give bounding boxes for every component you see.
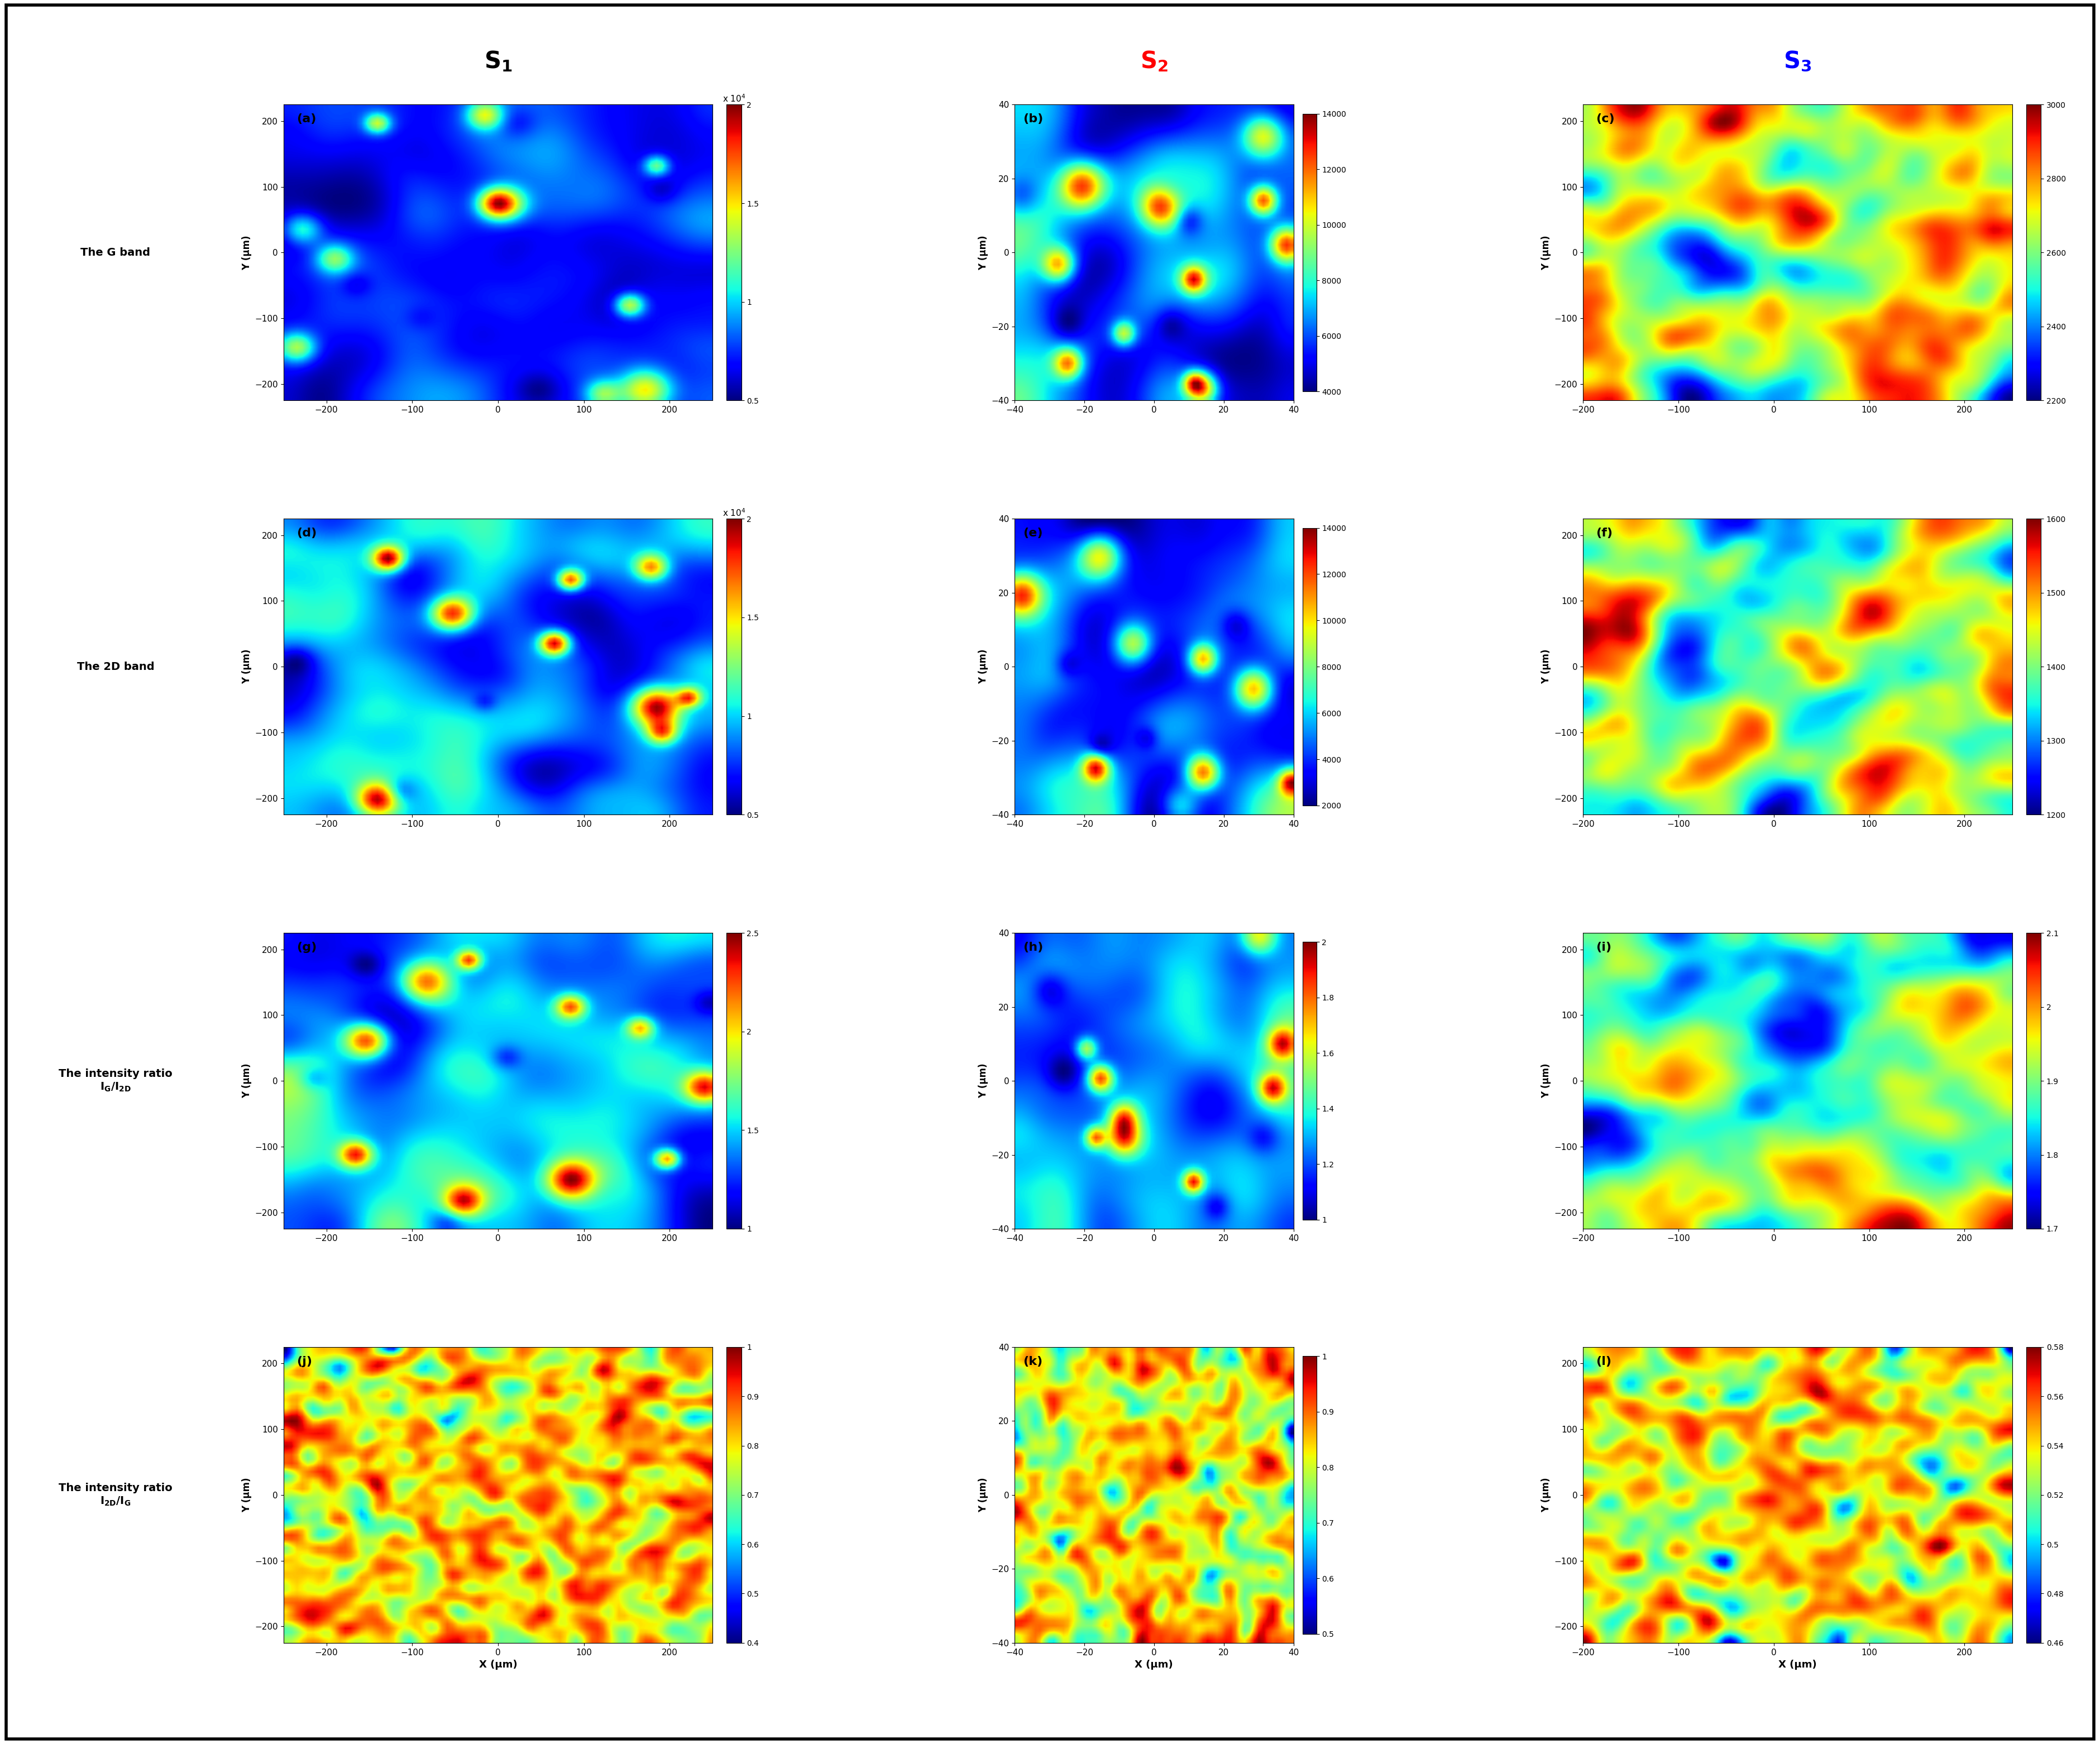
Y-axis label: Y (μm): Y (μm) [242,649,252,684]
Text: (b): (b) [1023,113,1044,124]
X-axis label: X (μm): X (μm) [1134,1660,1174,1669]
Text: (i): (i) [1596,942,1611,952]
Text: (c): (c) [1596,113,1615,124]
Text: (a): (a) [296,113,317,124]
Text: (j): (j) [296,1355,313,1367]
X-axis label: X (μm): X (μm) [479,1660,517,1669]
Text: (d): (d) [296,528,317,539]
Text: (e): (e) [1023,528,1044,539]
Y-axis label: Y (μm): Y (μm) [979,649,989,684]
Text: The G band: The G band [80,248,151,258]
Text: (l): (l) [1596,1355,1611,1367]
Text: The 2D band: The 2D band [78,661,153,671]
Y-axis label: Y (μm): Y (μm) [242,235,252,270]
Y-axis label: Y (μm): Y (μm) [1541,1064,1552,1099]
Text: $\mathbf{S_2}$: $\mathbf{S_2}$ [1140,49,1168,73]
Text: The intensity ratio
$\mathbf{I_G/I_{2D}}$: The intensity ratio $\mathbf{I_G/I_{2D}}… [59,1069,172,1093]
Y-axis label: Y (μm): Y (μm) [242,1064,252,1099]
Text: (g): (g) [296,942,317,952]
Text: (k): (k) [1023,1355,1042,1367]
Text: (f): (f) [1596,528,1613,539]
Y-axis label: Y (μm): Y (μm) [1541,235,1552,270]
Y-axis label: Y (μm): Y (μm) [1541,649,1552,684]
Y-axis label: Y (μm): Y (μm) [1541,1477,1552,1512]
Text: The intensity ratio
$\mathbf{I_{2D}/I_G}$: The intensity ratio $\mathbf{I_{2D}/I_G}… [59,1482,172,1507]
Y-axis label: Y (μm): Y (μm) [242,1477,252,1512]
Title: x 10$^4$: x 10$^4$ [722,94,746,105]
Title: x 10$^4$: x 10$^4$ [722,508,746,518]
X-axis label: X (μm): X (μm) [1779,1660,1816,1669]
Y-axis label: Y (μm): Y (μm) [979,235,989,270]
Y-axis label: Y (μm): Y (μm) [979,1064,989,1099]
Text: (h): (h) [1023,942,1044,952]
Text: $\mathbf{S_3}$: $\mathbf{S_3}$ [1783,49,1812,73]
Y-axis label: Y (μm): Y (μm) [979,1477,989,1512]
Text: $\mathbf{S_1}$: $\mathbf{S_1}$ [483,49,512,73]
